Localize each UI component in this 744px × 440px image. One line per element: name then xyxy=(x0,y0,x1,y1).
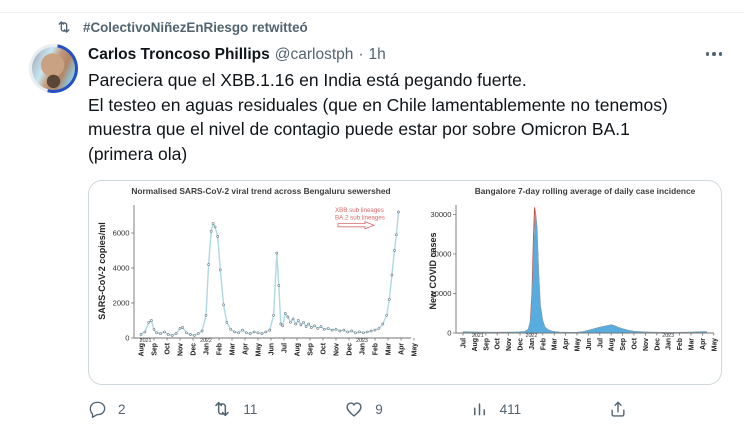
svg-text:0: 0 xyxy=(125,334,129,343)
share-icon xyxy=(611,401,625,417)
svg-text:30000: 30000 xyxy=(430,210,451,219)
svg-text:Aug: Aug xyxy=(139,343,146,356)
svg-text:Bangalore 7-day rolling averag: Bangalore 7-day rolling average of daily… xyxy=(475,186,696,196)
svg-text:2023: 2023 xyxy=(356,338,368,344)
share-button[interactable] xyxy=(608,399,628,419)
reply-icon xyxy=(89,401,106,418)
svg-text:Dec: Dec xyxy=(347,343,354,356)
tweet-text: Pareciera que el XBB.1.16 en India está … xyxy=(88,70,668,164)
svg-text:Oct: Oct xyxy=(495,337,502,349)
author-name[interactable]: Carlos Troncoso Phillips xyxy=(88,46,270,63)
svg-text:0: 0 xyxy=(447,329,451,338)
more-button[interactable] xyxy=(705,52,722,56)
svg-text:Mar: Mar xyxy=(689,338,696,351)
svg-text:2022: 2022 xyxy=(526,333,538,339)
svg-text:Nov: Nov xyxy=(178,343,185,356)
svg-text:Jan: Jan xyxy=(360,343,367,355)
svg-text:6000: 6000 xyxy=(113,229,130,238)
like-button[interactable]: 9 xyxy=(344,399,383,419)
svg-text:New COVID cases: New COVID cases xyxy=(428,232,438,309)
svg-text:Feb: Feb xyxy=(540,338,547,350)
like-count: 9 xyxy=(375,401,383,417)
dot-separator: · xyxy=(358,46,364,63)
svg-text:Jan: Jan xyxy=(204,343,211,355)
svg-text:2021: 2021 xyxy=(140,338,152,344)
svg-text:BA.2 sub lineages: BA.2 sub lineages xyxy=(335,215,385,222)
svg-text:4000: 4000 xyxy=(113,264,130,273)
svg-text:Mar: Mar xyxy=(386,343,393,356)
svg-text:Jul: Jul xyxy=(597,338,604,348)
svg-text:Aug: Aug xyxy=(295,343,302,356)
svg-text:Jan: Jan xyxy=(666,338,673,350)
svg-text:2021: 2021 xyxy=(472,333,484,339)
author-handle[interactable]: @carlostph xyxy=(274,46,354,63)
svg-text:Dec: Dec xyxy=(654,338,661,351)
svg-text:Apr: Apr xyxy=(243,343,250,355)
svg-text:May: May xyxy=(256,343,263,357)
svg-text:Oct: Oct xyxy=(165,342,172,354)
retweet-count: 11 xyxy=(243,401,258,417)
retweet-banner[interactable]: #ColectivoNiñezEnRiesgo retwitteó xyxy=(56,19,308,35)
svg-text:Dec: Dec xyxy=(518,338,525,351)
views-button[interactable]: 411 xyxy=(470,400,522,419)
svg-text:10000: 10000 xyxy=(430,289,451,298)
svg-text:May: May xyxy=(711,338,718,352)
tweet-media-card[interactable]: 0 2000 4000 6000 Aug Sep Oct Nov Dec Jan Feb Mar Apr… xyxy=(88,180,722,385)
retweet-icon xyxy=(215,401,230,417)
svg-text:20000: 20000 xyxy=(430,250,451,259)
avatar-photo xyxy=(32,47,75,90)
svg-text:2023: 2023 xyxy=(662,333,674,339)
svg-text:Sep: Sep xyxy=(620,338,627,351)
svg-text:May: May xyxy=(575,338,582,352)
svg-text:Apr: Apr xyxy=(563,338,570,350)
like-icon xyxy=(346,402,362,417)
svg-text:Sep: Sep xyxy=(483,338,490,351)
svg-text:Jul: Jul xyxy=(282,343,289,353)
retweet-button[interactable]: 11 xyxy=(212,399,257,419)
svg-text:2000: 2000 xyxy=(113,299,130,308)
svg-text:Mar: Mar xyxy=(230,343,237,356)
author-row: Carlos Troncoso Phillips @carlostph · 1h xyxy=(88,46,386,64)
svg-text:Mar: Mar xyxy=(552,338,559,351)
svg-text:Nov: Nov xyxy=(334,343,341,356)
svg-text:Sep: Sep xyxy=(152,343,159,356)
svg-text:Aug: Aug xyxy=(472,338,479,351)
reply-button[interactable]: 2 xyxy=(88,400,126,419)
svg-text:Jul: Jul xyxy=(461,338,468,348)
svg-text:Jun: Jun xyxy=(269,343,276,355)
svg-text:Sep: Sep xyxy=(308,343,315,356)
reply-count: 2 xyxy=(118,401,126,417)
svg-text:Oct: Oct xyxy=(632,337,639,349)
svg-text:Aug: Aug xyxy=(609,338,616,351)
svg-text:2022: 2022 xyxy=(200,338,212,344)
svg-text:Apr: Apr xyxy=(700,338,707,350)
svg-text:Jun: Jun xyxy=(586,338,593,350)
svg-text:Nov: Nov xyxy=(643,338,650,351)
more-icon xyxy=(705,52,709,56)
tweet-timestamp[interactable]: 1h xyxy=(368,46,386,63)
svg-text:Feb: Feb xyxy=(677,338,684,350)
action-bar: 2 11 9 411 xyxy=(88,399,628,419)
charts-image: 0 2000 4000 6000 Aug Sep Oct Nov Dec Jan Feb Mar Apr… xyxy=(97,186,718,357)
retweet-banner-label: #ColectivoNiñezEnRiesgo retwitteó xyxy=(83,19,308,35)
svg-text:Dec: Dec xyxy=(191,343,198,356)
svg-text:May: May xyxy=(412,343,419,357)
svg-text:XBB sub lineages: XBB sub lineages xyxy=(335,207,384,214)
svg-text:Oct: Oct xyxy=(321,342,328,354)
retweet-icon xyxy=(58,21,70,33)
top-divider xyxy=(0,12,744,13)
svg-text:Feb: Feb xyxy=(373,343,380,355)
svg-text:Feb: Feb xyxy=(217,343,224,355)
view-count: 411 xyxy=(499,401,522,417)
views-icon xyxy=(473,402,485,415)
svg-text:Apr: Apr xyxy=(399,343,406,355)
svg-text:Jan: Jan xyxy=(529,338,536,350)
svg-text:Normalised SARS-CoV-2 viral tr: Normalised SARS-CoV-2 viral trend across… xyxy=(131,186,390,196)
svg-text:Nov: Nov xyxy=(506,338,513,351)
svg-text:SARS-CoV-2 copies/ml: SARS-CoV-2 copies/ml xyxy=(97,222,107,320)
avatar[interactable] xyxy=(29,44,78,93)
